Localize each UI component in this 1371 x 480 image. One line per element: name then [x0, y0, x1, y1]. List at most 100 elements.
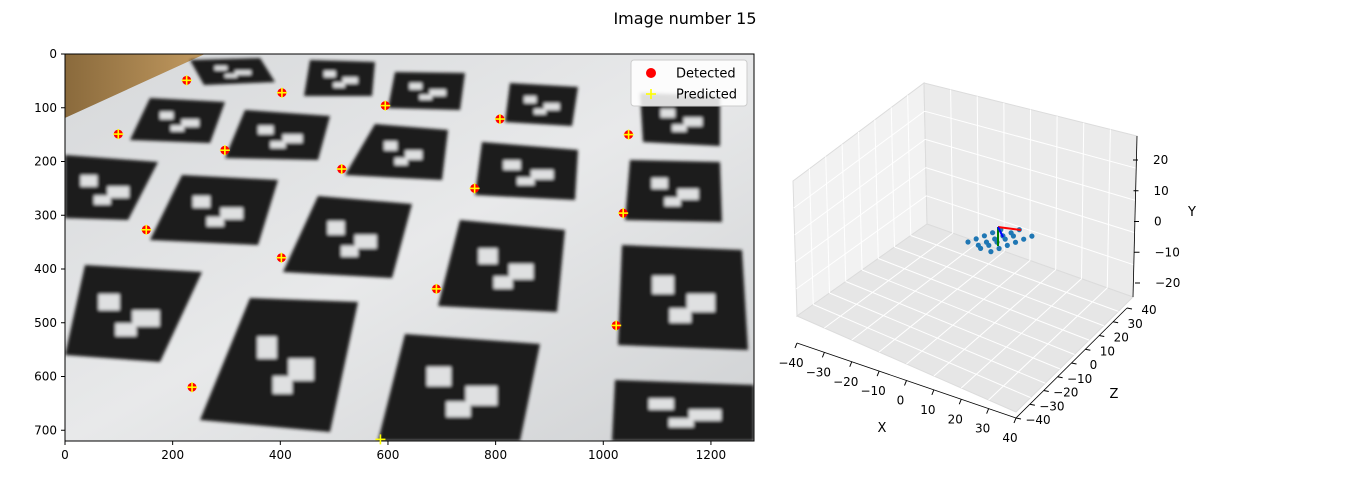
marker-bit — [419, 94, 433, 100]
image-panel: 0 200 400 600 800 1000 1200 0 100 200 300 400 500 60… — [34, 47, 755, 462]
z3d-tick-mark — [1057, 376, 1063, 379]
predicted-point — [611, 320, 622, 331]
marker-bit — [181, 119, 199, 127]
marker-bit — [672, 124, 687, 132]
marker-bit — [648, 398, 674, 410]
marker-bit — [224, 73, 238, 78]
predicted-point — [375, 434, 386, 445]
y3d-tick-label: −10 — [1155, 245, 1180, 259]
marker-bit — [323, 70, 336, 78]
predicted-point — [336, 164, 347, 175]
3d-grid — [793, 89, 1137, 401]
predicted-point — [469, 183, 480, 194]
image-y-ticks: 0 100 200 300 400 500 600 700 — [34, 47, 65, 437]
marker-bit — [132, 310, 160, 327]
legend-predicted-marker — [646, 89, 656, 99]
marker-bit — [688, 409, 722, 421]
legend-predicted-label: Predicted — [676, 88, 737, 103]
predicted-point — [380, 100, 391, 111]
x-tick-label: 1200 — [696, 448, 727, 462]
aruco-marker — [200, 298, 358, 432]
board-point — [990, 230, 996, 236]
x3d-tick-label: 0 — [897, 394, 905, 408]
x3d-tick-label: 40 — [1002, 431, 1017, 445]
aruco-marker — [304, 60, 375, 96]
board-point — [996, 245, 1002, 252]
aruco-marker — [150, 175, 278, 245]
marker-bit — [651, 178, 668, 189]
marker-bit — [270, 141, 286, 149]
z3d-tick-label: −20 — [1053, 386, 1078, 400]
z3d-tick-mark — [1126, 307, 1133, 310]
predicted-point — [276, 252, 287, 263]
marker-bit — [429, 89, 446, 96]
z3d-tick-label: −10 — [1067, 372, 1092, 386]
marker-bit — [354, 234, 377, 249]
legend-detected-marker — [646, 68, 656, 78]
x-tick-label: 600 — [377, 448, 400, 462]
marker-bit — [80, 175, 98, 187]
marker-bit — [493, 276, 513, 289]
z3d-tick-label: 40 — [1141, 303, 1156, 317]
marker-bit — [409, 82, 422, 90]
z3d-tick-label: 30 — [1127, 317, 1142, 331]
legend: Detected Predicted — [630, 59, 748, 107]
predicted-point — [494, 114, 505, 125]
x-axis-label: X — [878, 421, 887, 436]
marker-bit — [341, 245, 359, 257]
aruco-marker — [388, 72, 465, 110]
z3d-tick-mark — [1029, 403, 1035, 406]
board-point — [986, 242, 992, 248]
predicted-point — [187, 382, 198, 393]
marker-bit — [272, 376, 293, 394]
marker-bit — [517, 177, 535, 186]
x3d-tick-mark — [904, 380, 907, 386]
marker-bit — [533, 108, 547, 115]
marker-bit — [686, 293, 715, 312]
y-axis-line — [1132, 135, 1138, 298]
marker-bit — [683, 117, 703, 127]
marker-bit — [384, 141, 398, 151]
board-point — [1010, 233, 1017, 239]
board-point — [1021, 236, 1027, 242]
marker-bit — [220, 207, 243, 220]
3d-panel: −40−30−20−10010203040−40−30−20−100102030… — [778, 82, 1196, 445]
z3d-tick-mark — [1043, 390, 1049, 392]
x3d-tick-mark — [821, 352, 825, 358]
marker-bit — [446, 401, 471, 417]
aruco-marker — [475, 142, 578, 200]
marker-bit — [664, 197, 681, 207]
x3d-tick-mark — [876, 370, 880, 377]
marker-bit — [405, 150, 423, 160]
marker-bit — [333, 82, 345, 88]
aruco-marker — [612, 380, 754, 441]
aruco-marker — [438, 220, 565, 312]
board-point — [1012, 239, 1019, 245]
aruco-marker — [190, 58, 275, 85]
y-tick-label: 0 — [49, 47, 57, 61]
marker-bit — [530, 169, 554, 180]
predicted-point — [431, 283, 442, 294]
predicted-point — [618, 208, 629, 219]
marker-bit — [668, 418, 694, 428]
x3d-tick-mark — [958, 399, 962, 405]
z3d-tick-mark — [1099, 335, 1105, 337]
aruco-marker — [345, 124, 448, 180]
y3d-tick-label: 10 — [1154, 184, 1169, 198]
board-point — [1002, 236, 1008, 242]
marker-bit — [159, 111, 174, 120]
x3d-tick-mark — [931, 389, 935, 396]
y-axis-label: Y — [1187, 205, 1196, 220]
image-x-ticks: 0 200 400 600 800 1000 1200 — [61, 441, 726, 462]
predicted-point — [276, 87, 287, 98]
marker-bit — [107, 186, 130, 198]
pose-axis-z — [997, 226, 1004, 238]
z3d-tick-label: 0 — [1090, 358, 1098, 372]
x-tick-label: 400 — [269, 448, 292, 462]
aruco-marker — [505, 83, 578, 126]
z-axis-label: Z — [1110, 387, 1119, 402]
x3d-tick-label: −10 — [860, 384, 885, 398]
y3d-tick-label: 0 — [1154, 215, 1162, 229]
x3d-tick-mark — [849, 361, 853, 367]
marker-bit — [669, 308, 692, 323]
